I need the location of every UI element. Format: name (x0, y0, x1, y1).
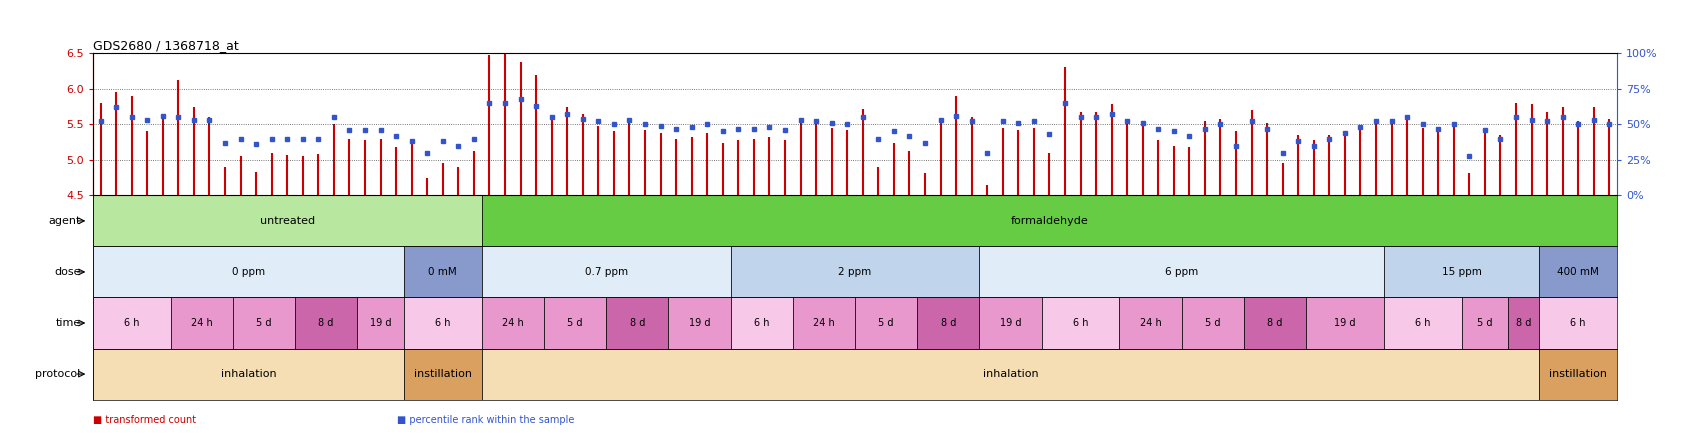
Text: 2 ppm: 2 ppm (839, 267, 871, 277)
Bar (793, 297, 856, 349)
Text: 8 d: 8 d (940, 318, 955, 328)
Bar (403, 246, 481, 297)
Text: 5 d: 5 d (1205, 318, 1220, 328)
Text: 24 h: 24 h (191, 318, 213, 328)
Bar (481, 349, 1539, 400)
Bar (731, 246, 979, 297)
Bar (1539, 246, 1617, 297)
Text: 6 h: 6 h (1074, 318, 1089, 328)
Bar (481, 195, 1617, 246)
Bar (1244, 297, 1307, 349)
Text: protocol: protocol (35, 369, 81, 379)
Text: 0.7 ppm: 0.7 ppm (584, 267, 628, 277)
Text: 19 d: 19 d (1334, 318, 1355, 328)
Text: 6 h: 6 h (123, 318, 140, 328)
Text: 8 d: 8 d (1516, 318, 1531, 328)
Bar (979, 297, 1041, 349)
Text: 8 d: 8 d (1268, 318, 1283, 328)
Bar (403, 297, 481, 349)
Bar (731, 297, 793, 349)
Text: 19 d: 19 d (370, 318, 392, 328)
Text: instillation: instillation (1550, 369, 1607, 379)
Text: 5 d: 5 d (567, 318, 582, 328)
Text: 5 d: 5 d (257, 318, 272, 328)
Text: 6 h: 6 h (436, 318, 451, 328)
Bar (295, 297, 358, 349)
Text: 24 h: 24 h (814, 318, 836, 328)
Text: dose: dose (54, 267, 81, 277)
Bar (668, 297, 731, 349)
Text: 5 d: 5 d (878, 318, 895, 328)
Text: inhalation: inhalation (221, 369, 277, 379)
Text: inhalation: inhalation (982, 369, 1038, 379)
Text: 19 d: 19 d (999, 318, 1021, 328)
Bar (93, 349, 403, 400)
Text: 8 d: 8 d (630, 318, 645, 328)
Text: 24 h: 24 h (501, 318, 523, 328)
Text: time: time (56, 318, 81, 328)
Text: 19 d: 19 d (689, 318, 711, 328)
Bar (93, 195, 481, 246)
Bar (170, 297, 233, 349)
Bar (481, 297, 544, 349)
Text: formaldehyde: formaldehyde (1011, 216, 1089, 226)
Bar (979, 246, 1384, 297)
Bar (481, 246, 731, 297)
Bar (1384, 246, 1539, 297)
Text: agent: agent (49, 216, 81, 226)
Bar (1462, 297, 1509, 349)
Bar (917, 297, 979, 349)
Bar (606, 297, 668, 349)
Text: 5 d: 5 d (1477, 318, 1492, 328)
Bar (1119, 297, 1182, 349)
Bar (358, 297, 403, 349)
Bar (544, 297, 606, 349)
Bar (403, 349, 481, 400)
Text: GDS2680 / 1368718_at: GDS2680 / 1368718_at (93, 39, 238, 52)
Bar (93, 246, 403, 297)
Bar (1384, 297, 1462, 349)
Text: untreated: untreated (260, 216, 316, 226)
Bar (1539, 349, 1617, 400)
Text: 6 h: 6 h (755, 318, 770, 328)
Text: 24 h: 24 h (1139, 318, 1161, 328)
Bar (856, 297, 917, 349)
Text: 15 ppm: 15 ppm (1442, 267, 1482, 277)
Bar (93, 297, 170, 349)
Bar (1182, 297, 1244, 349)
Text: 6 h: 6 h (1415, 318, 1430, 328)
Text: 6 h: 6 h (1570, 318, 1587, 328)
Text: 0 ppm: 0 ppm (231, 267, 265, 277)
Bar (1539, 297, 1617, 349)
Bar (1041, 297, 1119, 349)
Text: instillation: instillation (414, 369, 473, 379)
Text: 0 mM: 0 mM (429, 267, 457, 277)
Bar (233, 297, 295, 349)
Text: ■ transformed count: ■ transformed count (93, 415, 196, 424)
Bar (1307, 297, 1384, 349)
Text: 8 d: 8 d (319, 318, 334, 328)
Text: ■ percentile rank within the sample: ■ percentile rank within the sample (397, 415, 574, 424)
Text: 6 ppm: 6 ppm (1165, 267, 1198, 277)
Text: 400 mM: 400 mM (1558, 267, 1599, 277)
Bar (1509, 297, 1539, 349)
